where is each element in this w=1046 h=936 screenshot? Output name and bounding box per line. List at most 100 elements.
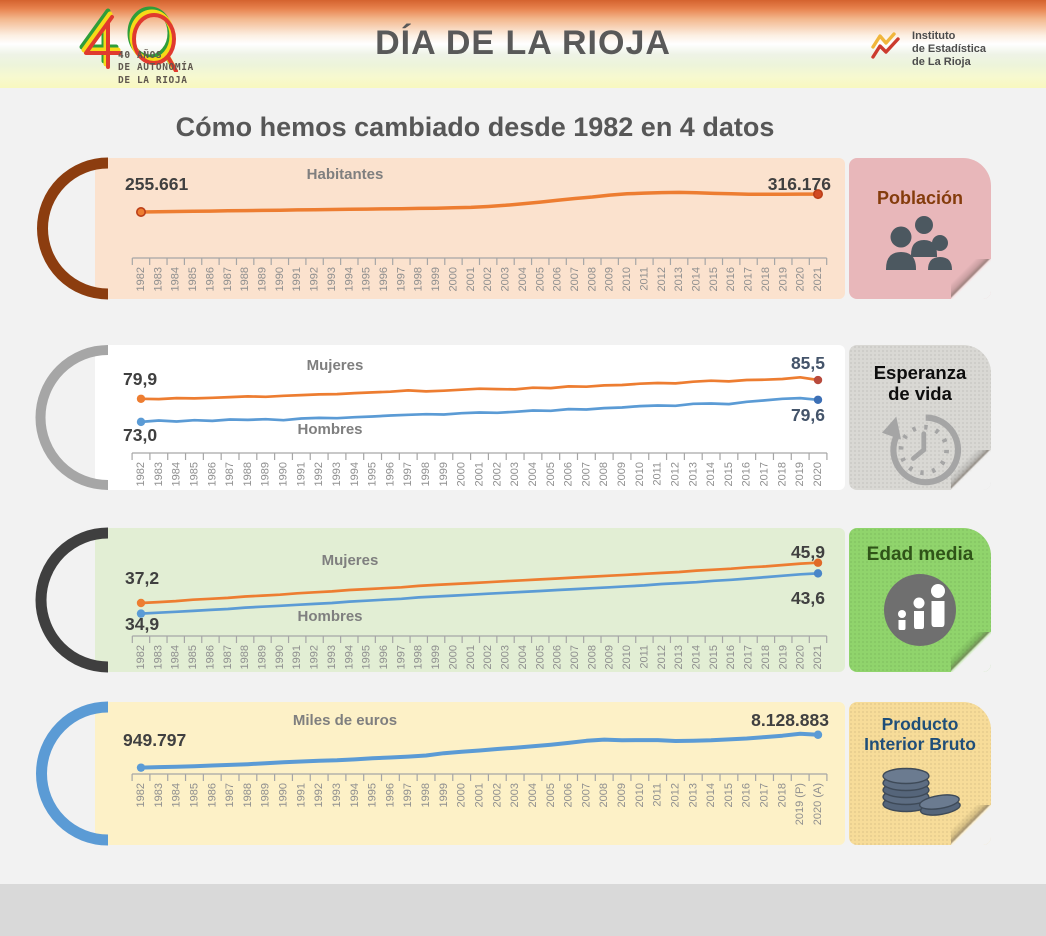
svg-text:2000: 2000 (447, 645, 459, 669)
svg-text:1998: 1998 (420, 462, 432, 486)
series-label-mujeres: Mujeres (321, 552, 379, 569)
value-1982-mujeres: 79,9 (123, 369, 158, 389)
svg-text:2019: 2019 (794, 462, 806, 486)
svg-text:1994: 1994 (343, 645, 355, 669)
svg-text:1997: 1997 (395, 267, 407, 291)
svg-text:2018: 2018 (760, 267, 772, 291)
panel-esperanza-de-vida: 1982 1983 1984 1985 1986 1987 1988 1989 1990 1991… (35, 345, 845, 490)
svg-text:2020: 2020 (795, 267, 807, 291)
svg-text:1989: 1989 (257, 267, 269, 291)
svg-text:2001: 2001 (474, 462, 486, 486)
series-label-hombres: Hombres (297, 608, 363, 625)
page-curl (951, 450, 991, 490)
svg-text:1988: 1988 (239, 267, 251, 291)
svg-text:1998: 1998 (420, 783, 432, 807)
value-1982-hombres: 34,9 (125, 614, 160, 634)
brown-semicircle (37, 157, 109, 300)
series-label-habitantes: Habitantes (306, 166, 384, 183)
svg-text:1997: 1997 (402, 462, 414, 486)
svg-text:2010: 2010 (621, 267, 633, 291)
svg-text:2008: 2008 (586, 267, 598, 291)
svg-text:2004: 2004 (517, 267, 529, 291)
svg-text:2012: 2012 (656, 267, 668, 291)
svg-text:2005: 2005 (545, 462, 557, 486)
svg-text:1990: 1990 (274, 267, 286, 291)
svg-text:2004: 2004 (527, 462, 539, 486)
svg-text:1984: 1984 (170, 267, 182, 291)
page-curl (951, 259, 991, 299)
svg-text:1982: 1982 (135, 267, 147, 291)
svg-text:2016: 2016 (725, 645, 737, 669)
svg-text:2010: 2010 (634, 462, 646, 486)
svg-text:1988: 1988 (239, 645, 251, 669)
svg-text:2006: 2006 (552, 267, 564, 291)
svg-text:2017: 2017 (743, 645, 755, 669)
svg-text:1989: 1989 (257, 645, 269, 669)
svg-text:2020 (A): 2020 (A) (812, 783, 824, 825)
svg-text:2009: 2009 (604, 267, 616, 291)
svg-text:2012: 2012 (656, 645, 668, 669)
svg-text:2020: 2020 (795, 645, 807, 669)
series-label-mujeres: Mujeres (306, 357, 364, 374)
page-curl (951, 805, 991, 845)
card-title-poblacion: Población (876, 188, 963, 208)
svg-text:1983: 1983 (153, 783, 165, 807)
page-title: DÍA DE LA RIOJA (375, 24, 671, 62)
blue-semicircle (36, 701, 109, 846)
svg-text:2006: 2006 (552, 645, 564, 669)
value-1982-pib: 949.797 (123, 730, 187, 750)
svg-text:2014: 2014 (690, 267, 702, 291)
svg-text:1986: 1986 (206, 783, 218, 807)
habitantes-chart: 1982 1983 1984 1985 1986 1987 1988 1989 1990 1991… (131, 189, 828, 291)
value-1982-hombres: 73,0 (123, 425, 158, 445)
page-curl (951, 632, 991, 672)
40-anniversary-logo: 40 AÑOS DE AUTONOMÍA DE LA RIOJA (70, 6, 290, 86)
svg-text:1999: 1999 (430, 267, 442, 291)
value-2020-mujeres: 85,5 (790, 353, 825, 373)
svg-text:2020: 2020 (812, 462, 824, 486)
svg-text:1995: 1995 (361, 267, 373, 291)
series-label-miles-de-euros: Miles de euros (292, 712, 398, 729)
card-pib: Producto Interior Bruto (849, 702, 991, 845)
svg-text:2005: 2005 (534, 267, 546, 291)
svg-text:1993: 1993 (331, 462, 343, 486)
svg-text:1982: 1982 (135, 462, 147, 486)
svg-text:2014: 2014 (690, 645, 702, 669)
value-2021-habitantes: 316.176 (767, 174, 831, 194)
svg-text:2011: 2011 (652, 783, 664, 807)
value-2021-hombres: 43,6 (790, 588, 825, 608)
svg-text:2001: 2001 (474, 783, 486, 807)
svg-text:2002: 2002 (491, 462, 503, 486)
svg-text:2007: 2007 (569, 267, 581, 291)
svg-text:1989: 1989 (260, 783, 272, 807)
svg-text:1995: 1995 (367, 462, 379, 486)
svg-text:2009: 2009 (616, 462, 628, 486)
svg-text:1993: 1993 (326, 645, 338, 669)
dark-semicircle (35, 527, 109, 673)
svg-text:1985: 1985 (188, 783, 200, 807)
svg-text:2006: 2006 (563, 462, 575, 486)
statistics-institute-name: Instituto de Estadística de La Rioja (912, 30, 986, 68)
panel-pib: 1982 1983 1984 1985 1986 1987 1988 1989 1990 1991… (36, 701, 845, 846)
svg-text:2018: 2018 (776, 783, 788, 807)
svg-text:2014: 2014 (705, 462, 717, 486)
40-ribbon-icon (79, 6, 178, 72)
svg-text:1984: 1984 (171, 783, 183, 807)
svg-text:2004: 2004 (527, 783, 539, 807)
svg-text:2003: 2003 (509, 462, 521, 486)
svg-text:2001: 2001 (465, 645, 477, 669)
svg-text:2003: 2003 (509, 783, 521, 807)
svg-text:1999: 1999 (430, 645, 442, 669)
coins-icon (882, 767, 961, 817)
svg-text:1994: 1994 (343, 267, 355, 291)
svg-text:2013: 2013 (673, 267, 685, 291)
card-title-edad-media: Edad media (866, 544, 974, 565)
svg-text:1992: 1992 (309, 267, 321, 291)
svg-text:2015: 2015 (723, 462, 735, 486)
svg-text:2000: 2000 (456, 783, 468, 807)
header-banner: 40 AÑOS DE AUTONOMÍA DE LA RIOJA DÍA DE … (0, 0, 1046, 88)
svg-text:1989: 1989 (260, 462, 272, 486)
svg-text:2007: 2007 (580, 462, 592, 486)
svg-text:2015: 2015 (708, 645, 720, 669)
